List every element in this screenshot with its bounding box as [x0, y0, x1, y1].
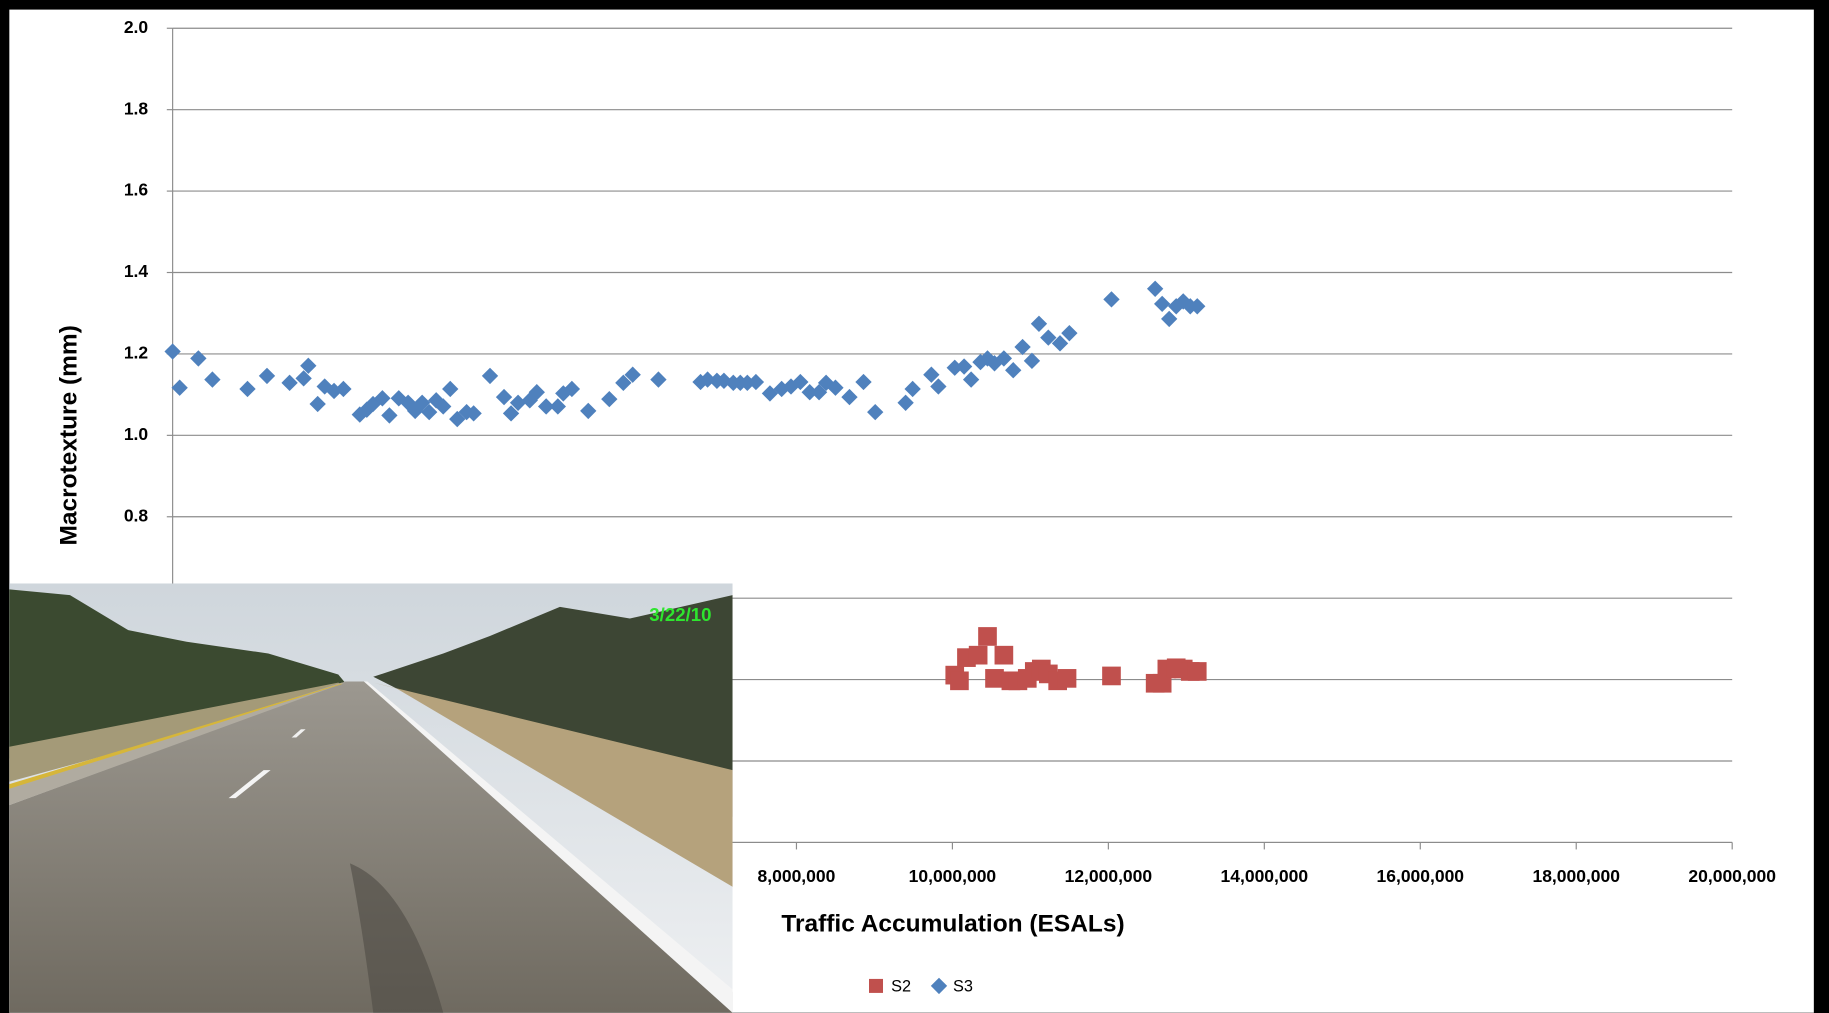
point: [747, 373, 765, 391]
x-tick-label: 18,000,000: [1532, 866, 1620, 886]
point: [962, 371, 980, 388]
point: [897, 394, 914, 411]
point: [495, 388, 513, 406]
x-tick-label: 10,000,000: [909, 866, 997, 886]
x-tick-label: 12,000,000: [1065, 866, 1153, 886]
point: [978, 627, 997, 646]
point: [413, 394, 431, 411]
point: [465, 405, 482, 422]
point: [867, 403, 884, 421]
point: [801, 384, 818, 401]
point: [1057, 669, 1077, 688]
point: [537, 398, 555, 415]
point: [1040, 329, 1057, 346]
point: [1061, 325, 1078, 342]
legend-marker: [930, 977, 948, 995]
y-tick-label: 1.6: [124, 180, 149, 200]
x-tick-label: 20,000,000: [1688, 866, 1776, 886]
legend-marker: [869, 978, 884, 993]
point: [923, 366, 940, 383]
y-tick-label: 0.8: [124, 505, 149, 525]
point: [1152, 673, 1172, 693]
point: [855, 373, 872, 391]
point: [295, 370, 312, 387]
point: [435, 398, 452, 415]
x-tick-label: 8,000,000: [758, 866, 836, 886]
y-tick-label: 2.0: [124, 17, 148, 37]
point: [792, 373, 809, 391]
point: [1023, 352, 1041, 370]
x-tick-label: 14,000,000: [1221, 866, 1309, 886]
point: [258, 367, 276, 385]
point: [955, 358, 973, 375]
y-tick-label: 1.8: [124, 98, 149, 118]
date-stamp: 3/22/10: [649, 604, 711, 625]
point: [810, 384, 828, 401]
x-axis-title: Traffic Accumulation (ESALs): [781, 911, 1124, 938]
point: [1146, 280, 1164, 297]
x-tick-label: 16,000,000: [1377, 866, 1465, 886]
point: [601, 390, 618, 408]
y-tick-label: 1.4: [124, 261, 149, 281]
point: [968, 645, 988, 665]
point: [1187, 662, 1207, 681]
point: [827, 379, 844, 396]
y-tick-label: 1.0: [124, 424, 148, 444]
point: [204, 371, 221, 388]
point: [381, 407, 398, 424]
point: [950, 671, 969, 691]
point: [841, 388, 858, 406]
point: [1189, 298, 1206, 315]
point: [502, 405, 520, 422]
point: [1102, 666, 1121, 686]
point: [985, 669, 1004, 688]
y-axis-title: Macrotexture (mm): [55, 325, 82, 545]
point: [930, 378, 947, 395]
point: [1005, 362, 1022, 379]
point: [374, 390, 391, 407]
y-tick-label: 1.2: [124, 343, 149, 363]
point: [994, 645, 1014, 665]
point: [615, 374, 632, 391]
road-photo: 3/22/10: [9, 583, 733, 1013]
point: [171, 379, 188, 396]
legend-label: S3: [953, 977, 973, 995]
point: [421, 403, 438, 421]
legend-label: S2: [891, 977, 911, 995]
point: [650, 371, 667, 388]
point: [281, 374, 298, 391]
